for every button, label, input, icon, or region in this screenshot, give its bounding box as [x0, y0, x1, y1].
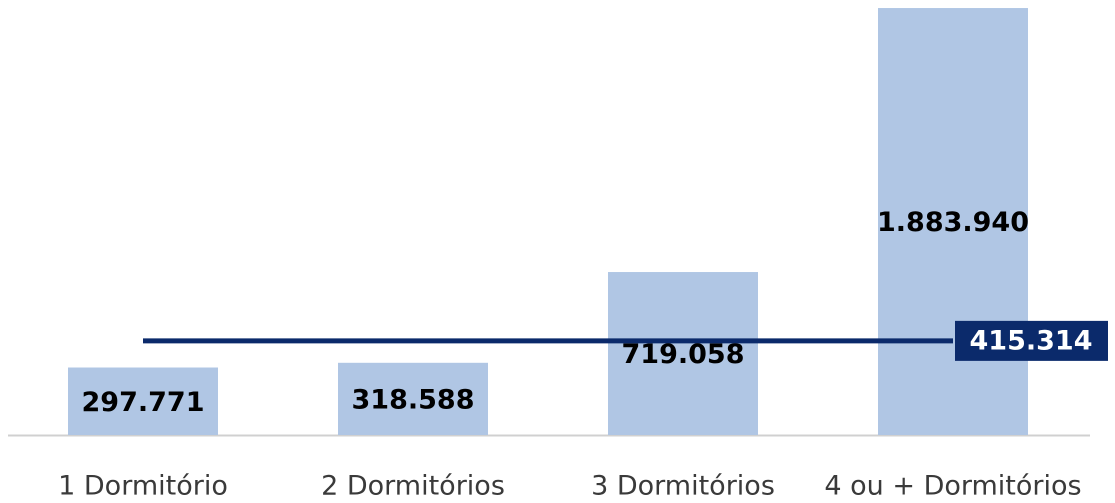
bar [608, 272, 758, 435]
bar [338, 362, 488, 435]
data-label: 719.058 [622, 339, 745, 370]
data-label: 415.314 [970, 325, 1093, 356]
x-tick-label: 4 ou + Dormitórios [824, 471, 1081, 502]
x-tick-label: 3 Dormitórios [591, 471, 775, 502]
bar [878, 8, 1028, 435]
x-tick-label: 2 Dormitórios [321, 471, 505, 502]
x-tick-label: 1 Dormitório [58, 471, 228, 502]
data-label: 1.883.940 [877, 207, 1029, 238]
data-label: 318.588 [352, 384, 475, 415]
data-label: 297.771 [82, 387, 205, 418]
data-label-box [955, 320, 1108, 361]
bar [68, 367, 218, 435]
